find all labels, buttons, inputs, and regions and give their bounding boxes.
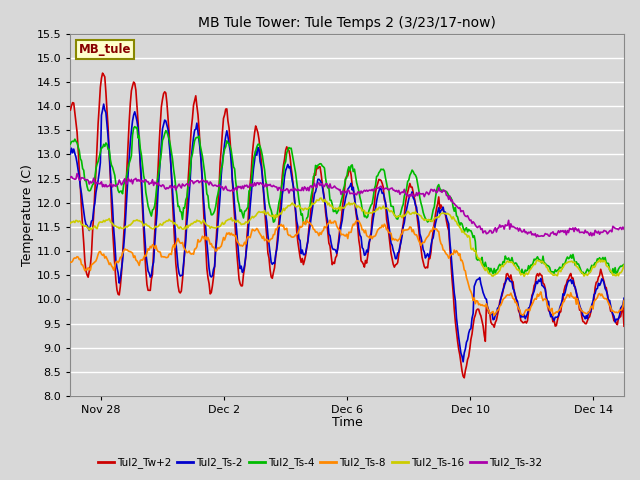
Y-axis label: Temperature (C): Temperature (C) — [21, 164, 34, 266]
Title: MB Tule Tower: Tule Temps 2 (3/23/17-now): MB Tule Tower: Tule Temps 2 (3/23/17-now… — [198, 16, 496, 30]
X-axis label: Time: Time — [332, 417, 363, 430]
Legend: Tul2_Tw+2, Tul2_Ts-2, Tul2_Ts-4, Tul2_Ts-8, Tul2_Ts-16, Tul2_Ts-32: Tul2_Tw+2, Tul2_Ts-2, Tul2_Ts-4, Tul2_Ts… — [94, 453, 546, 472]
Text: MB_tule: MB_tule — [79, 43, 131, 56]
